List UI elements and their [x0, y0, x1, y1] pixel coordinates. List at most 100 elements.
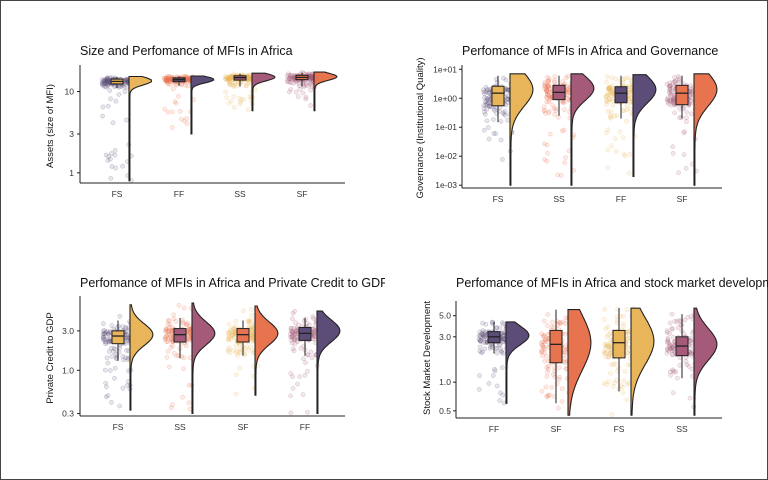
data-point	[288, 371, 294, 376]
data-point	[605, 74, 610, 79]
data-point	[482, 346, 488, 352]
data-point	[488, 344, 493, 349]
data-point	[238, 97, 244, 102]
data-point	[187, 330, 192, 336]
data-point	[486, 90, 492, 95]
data-point	[476, 333, 482, 339]
data-point	[546, 108, 552, 114]
data-point	[675, 325, 681, 331]
data-point	[167, 74, 173, 79]
data-point	[541, 108, 547, 114]
data-point	[542, 157, 547, 162]
data-point	[308, 87, 314, 93]
data-point	[605, 332, 611, 338]
data-point	[603, 341, 609, 347]
data-point	[478, 338, 483, 343]
data-point	[665, 97, 671, 103]
data-point	[113, 165, 118, 171]
data-point	[166, 74, 172, 80]
data-point	[248, 344, 254, 350]
data-point	[500, 336, 506, 342]
data-point	[545, 312, 551, 317]
y-axis-label: Governance (Institutional Quality)	[415, 58, 426, 199]
data-point	[104, 80, 110, 86]
data-point	[500, 157, 505, 162]
data-point	[301, 83, 307, 88]
data-point	[486, 90, 492, 96]
data-point	[605, 324, 611, 330]
data-point	[223, 76, 229, 82]
data-point	[292, 336, 298, 342]
density-shape	[128, 75, 153, 182]
data-point	[186, 334, 192, 340]
data-point	[556, 114, 561, 120]
data-point	[540, 343, 546, 348]
data-point	[558, 173, 564, 178]
data-point	[562, 350, 567, 355]
data-point	[624, 107, 630, 113]
data-point	[607, 86, 612, 92]
data-point	[541, 104, 547, 110]
data-point	[234, 348, 240, 354]
data-point	[172, 99, 178, 105]
data-point	[226, 101, 232, 106]
data-point	[233, 343, 239, 348]
data-point	[167, 331, 172, 337]
data-point	[179, 317, 185, 323]
data-point	[107, 156, 113, 162]
data-point	[104, 76, 110, 81]
data-point	[544, 99, 550, 105]
y-axis-label: Private Credit to GDP	[45, 312, 56, 403]
data-point	[99, 77, 105, 82]
data-point	[485, 125, 491, 130]
data-point	[605, 89, 611, 95]
data-point	[226, 322, 232, 327]
data-point	[292, 337, 297, 343]
data-point	[167, 325, 172, 330]
data-point	[502, 109, 508, 114]
data-point	[544, 94, 549, 100]
data-point	[109, 164, 115, 169]
data-point	[688, 336, 694, 341]
data-point	[100, 331, 106, 337]
data-point	[121, 84, 127, 90]
data-point	[231, 94, 237, 99]
data-point	[226, 345, 232, 350]
data-point	[165, 321, 171, 327]
data-point	[227, 334, 233, 339]
data-point	[168, 334, 173, 340]
data-point	[602, 342, 608, 347]
data-point	[288, 74, 294, 80]
data-point	[290, 311, 296, 316]
data-point	[621, 378, 627, 384]
data-point	[477, 373, 482, 378]
data-point	[101, 331, 107, 337]
data-point	[161, 75, 167, 81]
data-point	[297, 374, 303, 379]
data-point	[292, 331, 298, 337]
data-point	[169, 325, 175, 330]
data-point	[228, 327, 234, 333]
group-ss	[664, 307, 718, 416]
data-point	[163, 335, 168, 340]
data-point	[109, 151, 114, 156]
data-point	[104, 84, 109, 90]
data-point	[243, 83, 249, 89]
data-point	[287, 80, 293, 85]
density-shape	[693, 73, 718, 186]
data-point	[609, 88, 614, 94]
data-point	[162, 337, 168, 342]
data-point	[305, 83, 311, 89]
data-point	[227, 80, 233, 86]
data-point	[303, 360, 308, 366]
data-point	[498, 119, 504, 124]
data-point	[163, 77, 168, 83]
data-point	[538, 340, 544, 346]
data-point	[688, 111, 694, 117]
data-point	[544, 142, 550, 148]
group-sf	[225, 305, 279, 397]
data-point	[289, 329, 295, 335]
data-point	[105, 75, 110, 81]
data-point	[668, 98, 674, 104]
data-point	[670, 144, 676, 150]
